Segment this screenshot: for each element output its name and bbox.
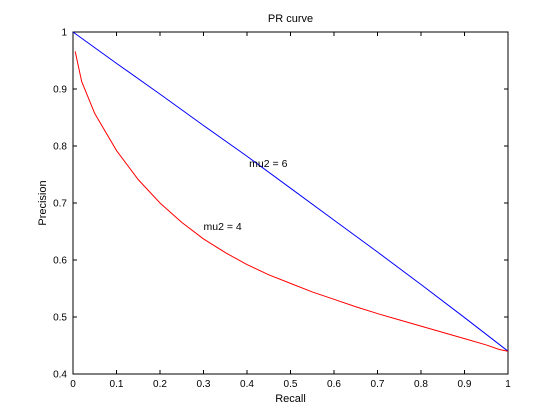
y-tick-label: 0.9 — [53, 85, 67, 96]
chart-title: PR curve — [268, 13, 313, 25]
y-tick-label: 0.8 — [53, 142, 67, 153]
x-tick-label: 0.4 — [240, 379, 254, 390]
x-tick-label: 0.6 — [327, 379, 341, 390]
annotation-label-2: mu2 = 4 — [204, 221, 242, 233]
y-tick-label: 0.7 — [53, 199, 67, 210]
y-tick-label: 0.6 — [53, 256, 67, 267]
annotation-label-1: mu2 = 6 — [249, 158, 287, 170]
y-tick-label: 0.4 — [53, 370, 67, 381]
y-tick-label: 0.5 — [53, 313, 67, 324]
x-tick-label: 0 — [70, 379, 76, 390]
series-line-1 — [72, 31, 509, 352]
x-tick-label: 0.8 — [414, 379, 428, 390]
x-tick-label: 0.9 — [458, 379, 472, 390]
x-tick-label: 0.1 — [110, 379, 124, 390]
plot-area — [72, 31, 509, 375]
tick-labels: 0 0.1 0.2 0.3 0.4 0.5 0.6 0.7 0.8 0.9 1 0.4 0.5 0.6 0.… — [53, 28, 511, 391]
x-tick-label: 0.5 — [284, 379, 298, 390]
x-tick-label: 0.2 — [153, 379, 167, 390]
series-lines — [72, 31, 509, 352]
x-tick-label: 0.7 — [371, 379, 385, 390]
x-tick-label: 0.3 — [197, 379, 211, 390]
series-line-2 — [74, 51, 509, 352]
y-tick-label: 1 — [61, 28, 67, 39]
y-axis-title: Precision — [37, 180, 49, 225]
axis-ticks — [72, 31, 509, 375]
x-tick-label: 1 — [505, 379, 511, 390]
x-axis-title: Recall — [275, 393, 306, 405]
annotations: mu2 = 6 mu2 = 4 — [204, 158, 288, 233]
